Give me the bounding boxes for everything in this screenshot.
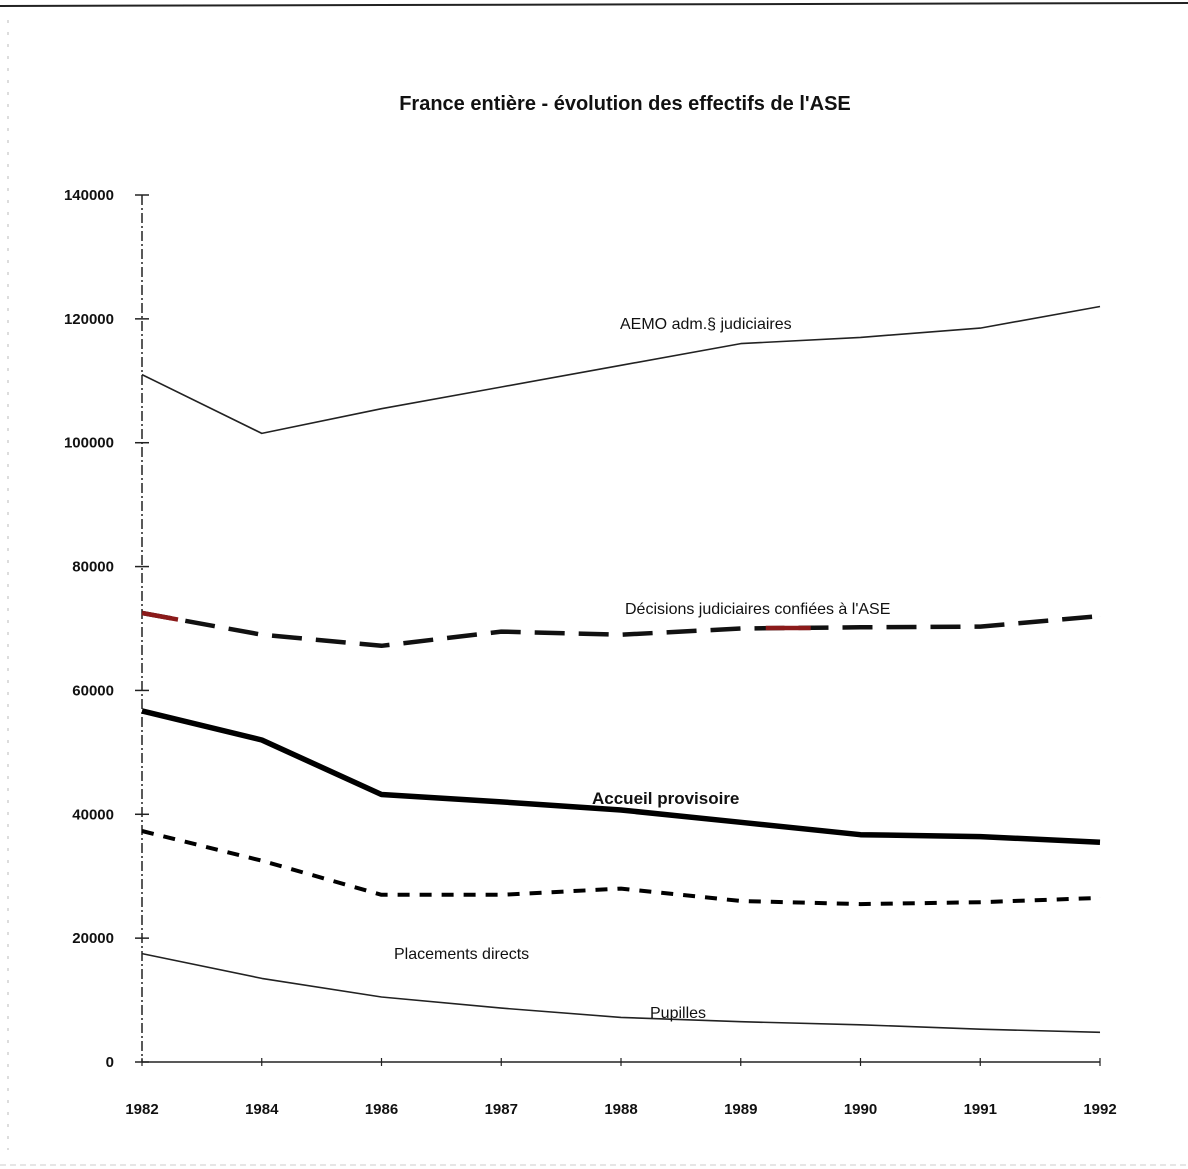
- label-decisions: Décisions judiciaires confiées à l'ASE: [625, 601, 890, 618]
- x-tick-label: 1987: [485, 1101, 518, 1118]
- y-tick-label: 100000: [64, 435, 114, 452]
- x-tick-label: 1989: [724, 1101, 757, 1118]
- y-tick-label: 80000: [72, 559, 114, 576]
- y-tick-label: 40000: [72, 806, 114, 823]
- label-placements: Placements directs: [394, 946, 529, 963]
- x-tick-label: 1992: [1083, 1101, 1116, 1118]
- y-tick-label: 0: [106, 1054, 114, 1071]
- y-tick-label: 120000: [64, 311, 114, 328]
- x-tick-label: 1984: [245, 1101, 279, 1118]
- x-tick-label: 1986: [365, 1101, 398, 1118]
- y-tick-label: 20000: [72, 930, 114, 947]
- top-border: [0, 2, 1188, 7]
- series-line-2: [141, 708, 1101, 845]
- label-aemo: AEMO adm.§ judiciaires: [620, 316, 792, 333]
- x-tick-label: 1982: [125, 1101, 158, 1118]
- series-line-3: [141, 829, 1101, 907]
- series-lines: [141, 305, 1101, 1034]
- series-line-4: [141, 952, 1101, 1034]
- series-line-1: [141, 610, 1101, 649]
- series-accent-1: [141, 610, 179, 622]
- label-accueil: Accueil provisoire: [592, 789, 739, 808]
- x-tick-label: 1991: [964, 1101, 997, 1118]
- label-pupilles: Pupilles: [650, 1005, 706, 1022]
- x-tick-label: 1988: [604, 1101, 637, 1118]
- chart-title: France entière - évolution des effectifs…: [399, 93, 851, 115]
- axes: 0 20000 40000 60000 80000 100000 120000 140000 1…: [64, 187, 1117, 1118]
- y-tick-label: 60000: [72, 682, 114, 699]
- x-tick-label: 1990: [844, 1101, 877, 1118]
- y-tick-label: 140000: [64, 187, 114, 204]
